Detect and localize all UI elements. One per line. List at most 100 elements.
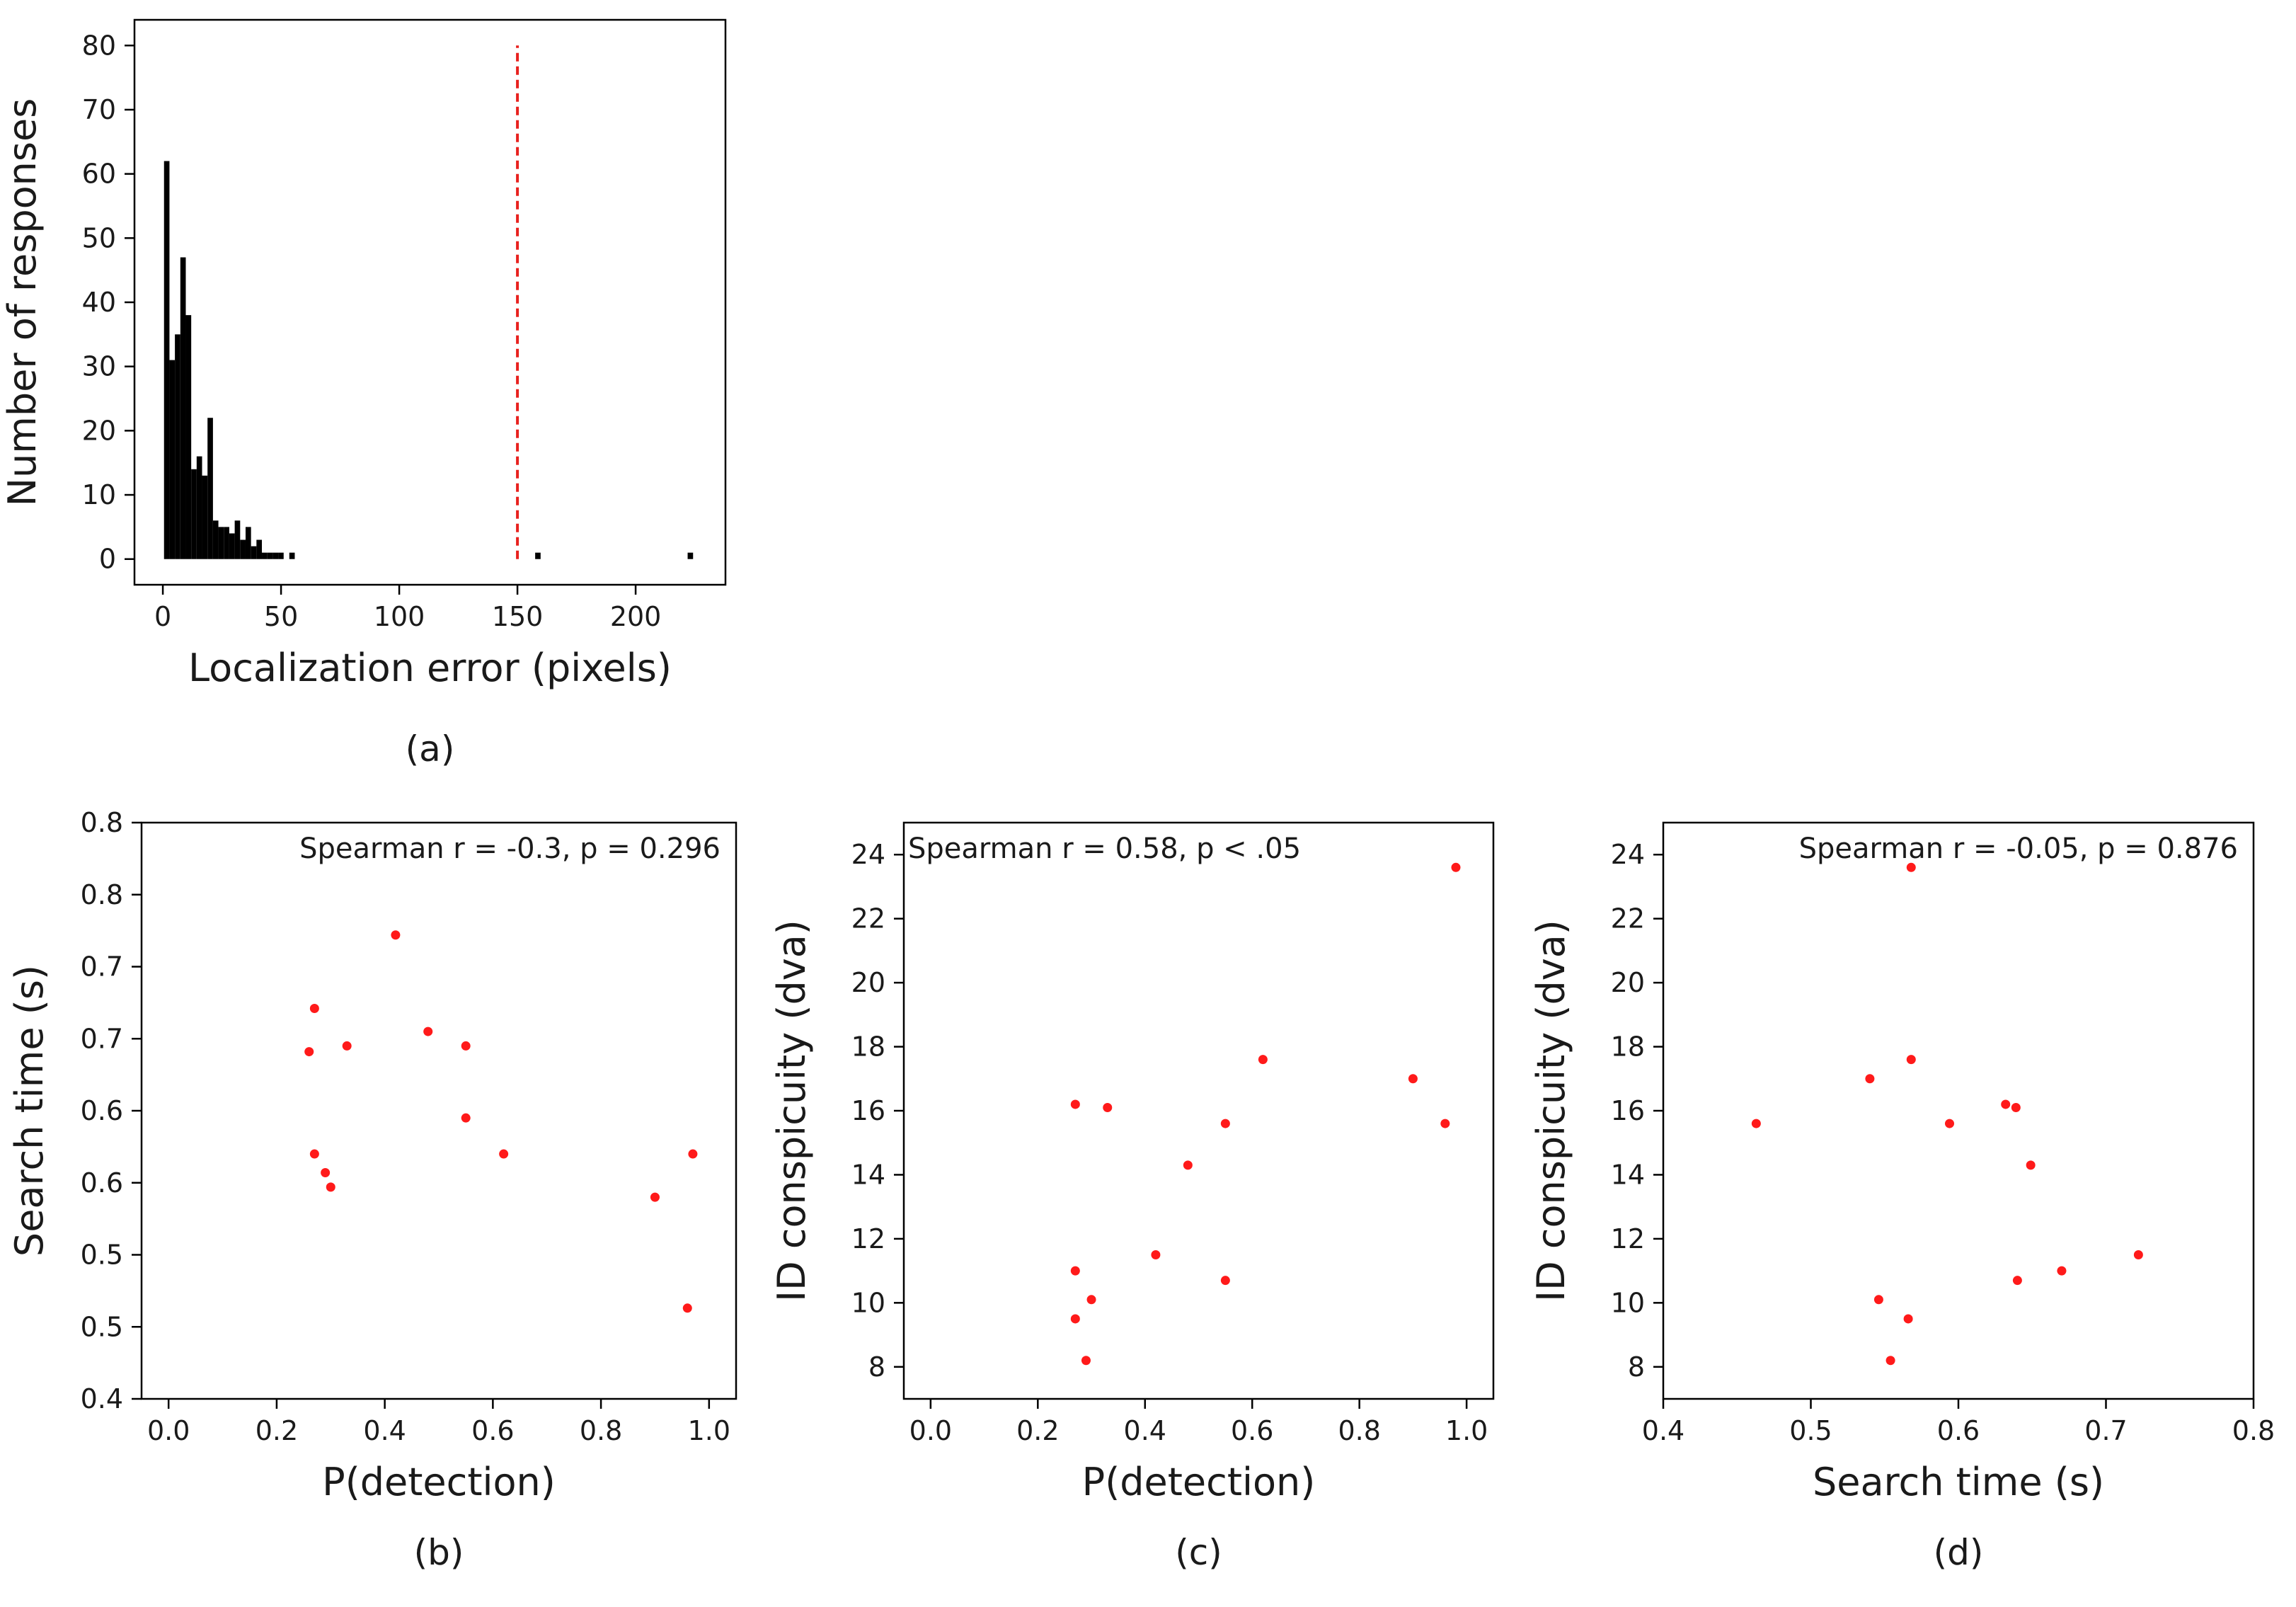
scatter-point (2011, 1102, 2021, 1112)
y-tick-label: 0.6 (81, 1095, 123, 1126)
scatter-point (2012, 1276, 2022, 1286)
histogram-bar (175, 334, 180, 559)
histogram-bar (267, 552, 273, 559)
scatter-point (682, 1303, 692, 1313)
scatter-point (499, 1149, 509, 1159)
panel-caption: (d) (1934, 1532, 1984, 1573)
plot-frame (1662, 821, 2255, 1400)
scatter-point (304, 1047, 314, 1057)
scatter-point (309, 1004, 319, 1014)
scatter-point (391, 930, 401, 940)
scatter-point (1070, 1099, 1080, 1109)
y-tick-label: 12 (851, 1223, 885, 1254)
histogram-bar (169, 360, 176, 559)
spearman-annotation: Spearman r = 0.58, p < .05 (908, 833, 1301, 865)
scatter-point (1081, 1356, 1091, 1366)
y-tick-label: 14 (851, 1159, 885, 1190)
histogram-bar (191, 469, 197, 559)
y-tick-label: 12 (1611, 1223, 1645, 1254)
histogram-bar (202, 475, 208, 559)
x-tick-label: 0 (154, 601, 171, 632)
plot-frame (902, 821, 1495, 1400)
panel-c: 0.0 0.2 0.4 0.6 0.8 1.0 8 10 12 14 16 18 20 22 24 P(det… (769, 821, 1495, 1573)
scatter-point (1944, 1119, 1954, 1128)
histogram-bar (240, 539, 246, 559)
x-tick-label: 0.8 (580, 1415, 622, 1446)
scatter-point (1903, 1314, 1913, 1324)
histogram-bar (289, 552, 295, 559)
x-tick-label: 0.2 (1016, 1415, 1059, 1446)
y-tick-label: 22 (1611, 903, 1645, 934)
y-tick-label: 0.5 (81, 1311, 123, 1342)
y-tick-label: 16 (851, 1095, 885, 1126)
x-axis-label: P(detection) (1082, 1460, 1316, 1504)
y-tick-label: 10 (1611, 1287, 1645, 1318)
scatter-point (2001, 1099, 2011, 1109)
x-tick-label: 0.4 (363, 1415, 406, 1446)
x-tick-label: 50 (264, 601, 298, 632)
spearman-annotation: Spearman r = -0.05, p = 0.876 (1799, 833, 2238, 865)
y-tick-label: 0.8 (81, 807, 123, 838)
panel-caption: (c) (1175, 1532, 1222, 1573)
scatter-point (321, 1168, 331, 1178)
x-tick-label: 1.0 (688, 1415, 730, 1446)
histogram-bar (262, 552, 268, 559)
spearman-annotation: Spearman r = -0.3, p = 0.296 (299, 833, 721, 865)
x-tick-label: 1.0 (1445, 1415, 1488, 1446)
scatter-point (2026, 1160, 2036, 1170)
x-axis-label: Localization error (pixels) (188, 646, 672, 690)
histogram-bar (218, 527, 224, 559)
scatter-point (1906, 1055, 1916, 1065)
histogram-bar (185, 315, 192, 559)
histogram-bar (251, 546, 257, 559)
x-tick-label: 200 (610, 601, 662, 632)
y-tick-label: 40 (82, 287, 116, 318)
scatter-point (1451, 862, 1461, 872)
x-tick-label: 0.8 (1338, 1415, 1380, 1446)
scatter-point (309, 1149, 319, 1159)
scatter-point (1258, 1055, 1268, 1065)
x-tick-label: 100 (374, 601, 425, 632)
histogram-bar (207, 418, 213, 559)
histogram-bar (535, 552, 541, 559)
x-tick-label: 150 (492, 601, 544, 632)
y-tick-label: 20 (82, 415, 116, 446)
scatter-point (461, 1113, 471, 1123)
scatter-point (1408, 1074, 1418, 1084)
histogram-bar (229, 533, 235, 559)
scatter-point (1751, 1119, 1761, 1128)
plot-frame (133, 18, 727, 586)
y-axis-label: ID conspicuity (dva) (769, 920, 814, 1302)
x-tick-label: 0.6 (1231, 1415, 1273, 1446)
scatter-point (326, 1182, 335, 1192)
plot-frame (140, 821, 737, 1400)
x-tick-label: 0.0 (909, 1415, 952, 1446)
y-axis-label: Number of responses (0, 98, 45, 507)
histogram-bar (196, 456, 202, 559)
x-tick-label: 0.7 (2084, 1415, 2127, 1446)
histogram-bar (256, 539, 263, 559)
scatter-point (1070, 1314, 1080, 1324)
x-tick-label: 0.8 (2232, 1415, 2275, 1446)
scatter-point (1103, 1102, 1113, 1112)
y-tick-label: 0.7 (81, 951, 123, 983)
y-tick-label: 10 (82, 479, 116, 510)
scatter-point (1070, 1266, 1080, 1276)
y-tick-label: 50 (82, 222, 116, 253)
histogram-bar (272, 552, 279, 559)
histogram-bar (687, 552, 694, 559)
histogram-bar (180, 257, 186, 559)
scatter-point (2057, 1266, 2067, 1276)
x-axis-label: Search time (s) (1813, 1460, 2104, 1504)
panel-caption: (b) (414, 1532, 464, 1573)
y-axis-label: Search time (s) (7, 965, 52, 1257)
scatter-point (650, 1192, 660, 1202)
histogram-bar (245, 527, 251, 559)
panel-d: 0.4 0.5 0.6 0.7 0.8 8 10 12 14 16 18 20 22 24 Search t… (1529, 821, 2275, 1573)
y-tick-label: 0.5 (81, 1240, 123, 1271)
y-tick-label: 8 (1628, 1351, 1645, 1383)
y-tick-label: 24 (1611, 839, 1645, 870)
scatter-point (461, 1041, 471, 1051)
x-tick-label: 0.2 (256, 1415, 298, 1446)
